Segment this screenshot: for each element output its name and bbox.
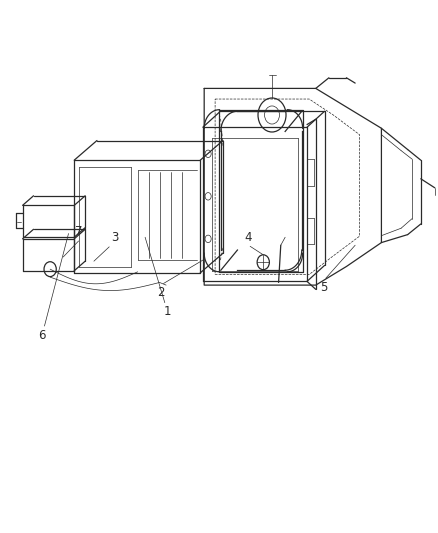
Text: 1: 1 — [163, 305, 170, 318]
Text: 3: 3 — [111, 231, 119, 244]
Text: 2: 2 — [157, 286, 165, 299]
Text: 4: 4 — [244, 231, 251, 244]
Text: 7: 7 — [74, 225, 82, 238]
Text: 5: 5 — [319, 281, 327, 294]
Text: 6: 6 — [39, 329, 46, 342]
